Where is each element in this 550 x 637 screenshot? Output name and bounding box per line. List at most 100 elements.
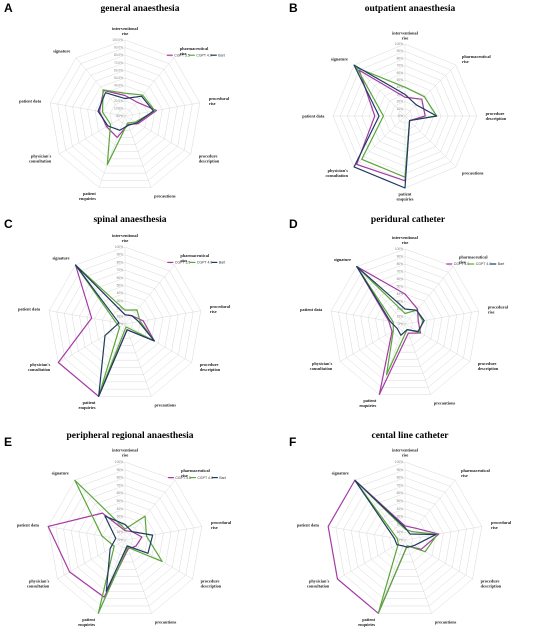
tick-label: 0%: [398, 322, 403, 326]
axis-label: patient data: [19, 99, 42, 104]
grid-ring: [57, 47, 193, 181]
axis-label: patient enquiries: [359, 398, 377, 408]
grid-ring: [389, 308, 421, 339]
series-line-bart: [354, 479, 437, 548]
grid-spoke: [404, 323, 471, 362]
grid-ring: [330, 248, 480, 395]
series-line-cgpt-3-5: [47, 512, 143, 598]
axis-label: patient data: [17, 522, 40, 527]
series-line-bart: [353, 64, 438, 189]
axis-label: patient enquiries: [79, 191, 97, 201]
tick-label: 40%: [117, 291, 124, 295]
tick-label: 60%: [397, 71, 404, 75]
grid-spoke: [378, 539, 406, 614]
panel-d: D peridural catheter: [289, 215, 446, 231]
panel-b: B outpatient anaesthesia: [289, 1, 456, 15]
tick-label: 80%: [117, 260, 124, 264]
legend-label: CGPT 4.0: [196, 53, 212, 57]
axis-label: procedural rise: [488, 304, 509, 314]
grid-ring: [353, 271, 457, 374]
grid-spoke: [124, 539, 152, 614]
grid-ring: [358, 492, 452, 585]
grid-ring: [397, 531, 413, 548]
grid-spoke: [339, 323, 406, 362]
axis-label: precautions: [155, 403, 177, 408]
tick-label: 20%: [397, 100, 404, 104]
tick-label: 10%: [117, 314, 124, 318]
radar-chart-d: 0%10%20%30%40%50%60%70%80%90%100%interve…: [300, 235, 509, 408]
legend: CGPT 3.5 CGPT 4.0 Bart: [167, 476, 226, 480]
legend-label: Bart: [219, 476, 225, 480]
axis-label: interventional rise: [392, 448, 419, 458]
series-line-bart: [74, 264, 155, 397]
tick-label: 80%: [117, 476, 124, 480]
axis-label: physician's consultation: [307, 579, 330, 589]
tick-label: 100%: [115, 460, 123, 464]
axis-label: procedure description: [199, 154, 220, 164]
axis-label: procedural rise: [211, 520, 232, 530]
grid-spoke: [124, 480, 176, 541]
tick-label: 80%: [397, 262, 404, 266]
axis-label: procedure description: [200, 362, 221, 372]
panel-letter: D: [289, 217, 298, 231]
tick-label: 40%: [117, 507, 124, 511]
grid-spoke: [328, 526, 406, 541]
axis-label: interventional rise: [392, 235, 419, 245]
tick-label: 90%: [117, 468, 124, 472]
tick-label: 80%: [397, 476, 404, 480]
grid-ring: [375, 293, 435, 353]
grid-spoke: [124, 310, 201, 325]
axis-label: pharmaceutical rise: [181, 468, 210, 478]
tick-label: 20.0%: [114, 99, 123, 103]
axis-label: signature: [53, 48, 70, 53]
grid-ring: [101, 516, 149, 563]
axis-label: signature: [334, 257, 351, 262]
tick-label: 10%: [397, 107, 404, 111]
tick-label: 40%: [397, 292, 404, 296]
grid-ring: [335, 469, 475, 607]
grid-ring: [64, 54, 186, 174]
series-line-bart: [104, 515, 154, 592]
grid-ring: [48, 246, 202, 397]
legend: CGPT 3.5 CGPT 4.0 Bart: [167, 261, 225, 265]
panel-title: peripheral regional anaesthesia: [66, 431, 193, 441]
tick-label: 40%: [397, 85, 404, 89]
grid-spoke: [98, 115, 126, 188]
tick-label: 80.0%: [114, 53, 123, 57]
axis-label: precautions: [435, 620, 457, 625]
axis-label: signature: [331, 56, 348, 61]
series-line-bart: [356, 265, 425, 336]
grid-spoke: [124, 102, 200, 117]
series-line-cgpt-4-0: [354, 479, 438, 614]
axis-label: interventional rise: [112, 233, 139, 243]
tick-label: 60%: [397, 277, 404, 281]
tick-label: 10%: [397, 315, 404, 319]
tick-label: 40.0%: [114, 84, 123, 88]
grid-ring: [86, 500, 164, 577]
radar-chart-e: 0%10%20%30%40%50%60%70%80%90%100%interve…: [17, 448, 232, 627]
grid-spoke: [331, 310, 406, 325]
tick-label: 90%: [397, 49, 404, 53]
tick-label: 60%: [117, 491, 124, 495]
grid-spoke: [354, 480, 406, 541]
tick-label: 90%: [397, 255, 404, 259]
grid-ring: [343, 477, 467, 599]
panel-title: spinal anaesthesia: [93, 215, 166, 225]
axis-label: pharmaceutical rise: [180, 46, 209, 56]
tick-label: 100%: [395, 460, 403, 464]
panel-e: E peripheral regional anaesthesia: [4, 431, 194, 449]
tick-label: 30.0%: [114, 91, 123, 95]
grid-ring: [87, 77, 163, 152]
tick-label: 30%: [117, 299, 124, 303]
axis-label: pharmaceutical rise: [459, 255, 488, 265]
grid-ring: [71, 269, 179, 375]
radar-chart-f: 0%10%20%30%40%50%60%70%80%90%100%interve…: [297, 448, 512, 627]
axis-label: precautions: [154, 193, 176, 198]
panel-letter: C: [4, 217, 13, 231]
grid-ring: [56, 254, 194, 390]
tick-label: 10.0%: [114, 106, 123, 110]
grid-ring: [367, 286, 443, 360]
radar-chart-a: 0.0% 10.0% 20.0% 30.0% 40.0% 50.0% 60.0% 70.0% 8…: [19, 26, 230, 201]
series-line-bart: [97, 92, 155, 131]
